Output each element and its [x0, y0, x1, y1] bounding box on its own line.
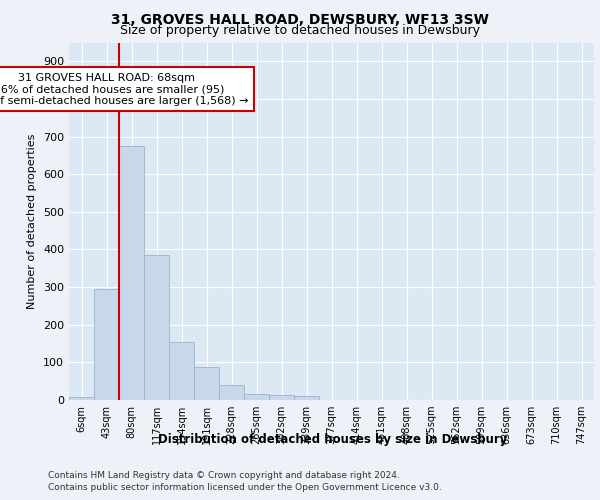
Bar	[94, 289, 119, 400]
Bar	[269, 394, 294, 400]
Text: Size of property relative to detached houses in Dewsbury: Size of property relative to detached ho…	[120, 24, 480, 37]
Bar	[244, 394, 269, 400]
Text: Contains HM Land Registry data © Crown copyright and database right 2024.: Contains HM Land Registry data © Crown c…	[48, 471, 400, 480]
Bar	[69, 397, 94, 400]
Bar	[169, 342, 194, 400]
Bar	[194, 367, 219, 400]
Bar	[119, 146, 144, 400]
Bar	[219, 385, 244, 400]
Text: 31, GROVES HALL ROAD, DEWSBURY, WF13 3SW: 31, GROVES HALL ROAD, DEWSBURY, WF13 3SW	[111, 12, 489, 26]
Bar	[144, 255, 169, 400]
Bar	[294, 396, 319, 400]
Text: Distribution of detached houses by size in Dewsbury: Distribution of detached houses by size …	[158, 432, 508, 446]
Y-axis label: Number of detached properties: Number of detached properties	[28, 134, 37, 309]
Text: 31 GROVES HALL ROAD: 68sqm
← 6% of detached houses are smaller (95)
94% of semi-: 31 GROVES HALL ROAD: 68sqm ← 6% of detac…	[0, 72, 248, 106]
Text: Contains public sector information licensed under the Open Government Licence v3: Contains public sector information licen…	[48, 483, 442, 492]
